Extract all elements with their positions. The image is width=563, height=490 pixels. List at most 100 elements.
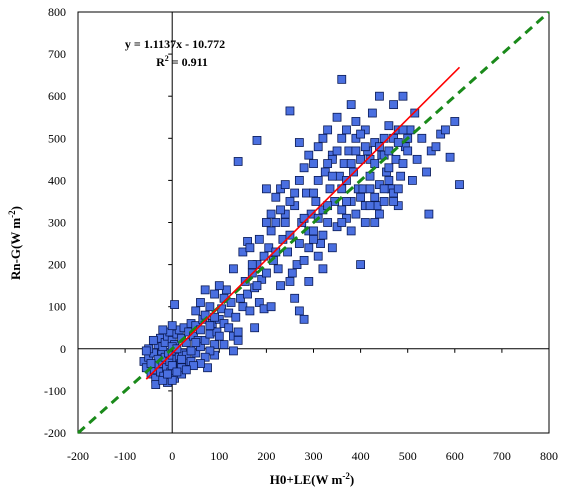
data-point xyxy=(346,159,356,168)
data-point xyxy=(283,247,292,257)
y-tick-label: -100 xyxy=(44,384,66,398)
data-point xyxy=(233,335,243,345)
fit-lines xyxy=(77,10,550,435)
one-to-one-line xyxy=(77,10,550,435)
data-point xyxy=(247,260,257,270)
y-tick-label: 500 xyxy=(48,131,66,145)
data-point xyxy=(205,346,215,356)
data-point xyxy=(412,154,422,164)
data-point xyxy=(389,100,398,110)
data-point xyxy=(229,264,238,274)
data-point xyxy=(455,180,464,190)
data-point xyxy=(337,74,347,84)
data-point xyxy=(210,340,219,349)
data-point xyxy=(337,184,347,194)
x-tick-label: 0 xyxy=(169,449,175,463)
data-point xyxy=(351,146,361,156)
data-point xyxy=(356,260,366,270)
data-point xyxy=(191,306,201,316)
data-point xyxy=(200,352,210,362)
data-point xyxy=(356,154,366,164)
data-point xyxy=(327,243,337,253)
data-point xyxy=(311,197,321,206)
data-point xyxy=(327,171,337,181)
data-point xyxy=(271,218,281,227)
data-point xyxy=(172,367,182,377)
data-point xyxy=(408,175,417,185)
data-point xyxy=(304,150,314,160)
regression-equation: y = 1.1137x - 10.772 xyxy=(125,37,225,51)
data-point xyxy=(304,243,314,253)
data-point xyxy=(304,277,314,286)
data-point xyxy=(285,106,295,116)
data-point xyxy=(325,184,335,194)
data-point xyxy=(346,226,356,236)
data-point xyxy=(266,302,276,312)
data-point xyxy=(210,312,219,322)
data-point xyxy=(323,218,333,227)
data-point xyxy=(290,188,300,198)
data-point xyxy=(280,180,290,190)
data-point xyxy=(370,192,380,202)
data-point xyxy=(356,192,366,202)
data-point xyxy=(393,138,403,147)
data-point xyxy=(360,218,370,227)
x-tick-label: 100 xyxy=(210,449,228,463)
regression-line xyxy=(145,66,461,380)
data-point xyxy=(229,346,238,356)
data-point xyxy=(233,157,243,166)
data-point xyxy=(431,142,441,152)
data-point xyxy=(200,335,210,345)
data-point xyxy=(337,218,347,227)
data-point xyxy=(200,285,210,295)
data-point xyxy=(318,230,328,240)
data-point xyxy=(148,335,158,345)
data-point xyxy=(285,277,295,286)
data-point xyxy=(424,209,434,219)
data-point xyxy=(375,209,384,219)
data-point xyxy=(163,369,172,379)
data-point xyxy=(417,133,427,143)
data-point xyxy=(257,274,267,284)
data-point xyxy=(250,323,260,333)
data-point xyxy=(280,218,290,227)
data-point xyxy=(445,152,455,162)
x-tick-label: 300 xyxy=(305,449,323,463)
data-point xyxy=(346,100,356,110)
data-point xyxy=(287,268,297,278)
data-point xyxy=(266,226,276,236)
data-point xyxy=(177,354,187,364)
data-point xyxy=(299,314,309,324)
x-tick-label: -200 xyxy=(67,449,89,463)
data-point xyxy=(231,312,241,322)
y-tick-label: 300 xyxy=(48,216,66,230)
x-axis-title: H0+LE(W m-2) xyxy=(270,471,354,487)
data-point xyxy=(259,251,269,261)
data-point xyxy=(266,209,276,219)
data-point xyxy=(396,171,406,181)
data-point xyxy=(313,251,323,261)
y-tick-label: -200 xyxy=(44,426,66,440)
data-point xyxy=(158,325,168,335)
data-point xyxy=(342,125,351,135)
data-point xyxy=(290,293,300,303)
data-point xyxy=(384,121,394,131)
y-tick-label: 100 xyxy=(48,300,66,314)
data-point xyxy=(294,239,304,248)
data-point xyxy=(384,175,394,185)
data-point xyxy=(245,243,255,253)
data-point xyxy=(398,159,408,168)
data-point xyxy=(273,264,283,274)
data-point xyxy=(403,146,413,156)
data-point xyxy=(422,167,431,177)
data-point xyxy=(167,375,177,385)
plot-frame xyxy=(77,11,550,434)
data-point xyxy=(271,192,281,202)
data-point xyxy=(186,346,196,356)
data-point xyxy=(332,112,342,122)
data-point xyxy=(360,142,370,152)
x-tick-label: 700 xyxy=(493,449,511,463)
data-point xyxy=(370,218,380,227)
data-point xyxy=(351,117,361,126)
